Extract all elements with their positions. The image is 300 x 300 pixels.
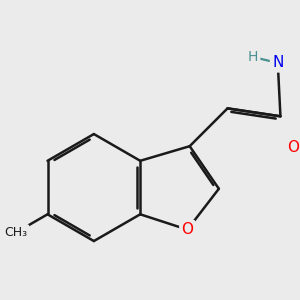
Text: O: O: [182, 222, 194, 237]
Text: CH₃: CH₃: [4, 226, 27, 239]
Text: N: N: [272, 56, 284, 70]
Text: H: H: [248, 50, 258, 64]
Text: O: O: [287, 140, 299, 155]
